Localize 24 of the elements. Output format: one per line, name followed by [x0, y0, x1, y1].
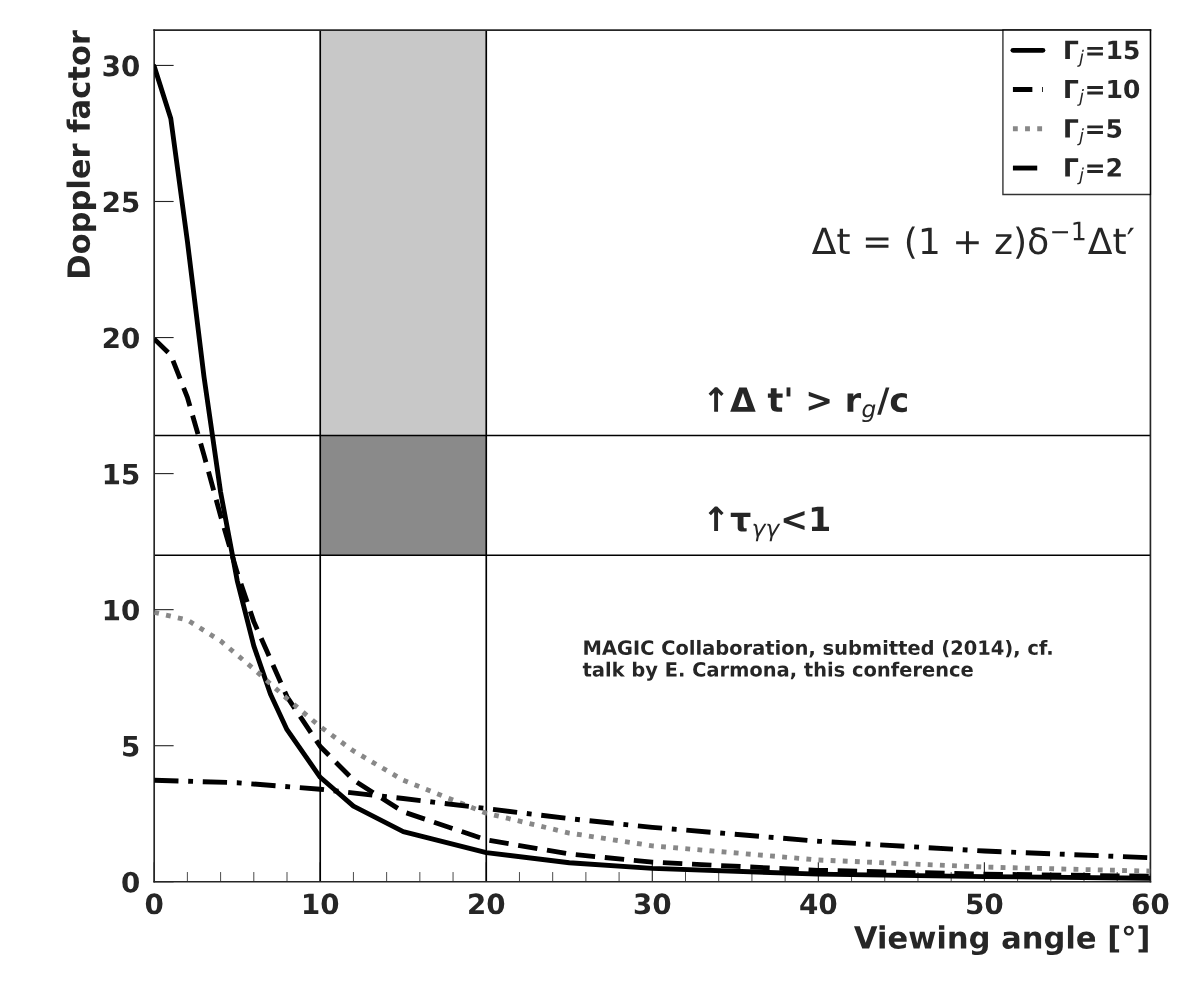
x-tick-label: 50 — [967, 893, 1003, 915]
legend-label: Γ$_{j}$=10 — [1065, 79, 1140, 106]
annotation: Δt = (1 + z)δ$^{−1}$Δt′ — [811, 221, 1134, 259]
y-tick-label: 0 — [122, 871, 139, 893]
legend-label: Γ$_{j}$=5 — [1065, 119, 1122, 146]
y-tick-label: 15 — [104, 463, 139, 485]
x-tick-label: 30 — [634, 893, 671, 915]
annotation: MAGIC Collaboration, submitted (2014), cf. talk by E. Carmona, this conference — [582, 639, 1052, 681]
annotation: ↑τ$_{γγ}$<1 — [708, 506, 829, 542]
y-tick-label: 30 — [103, 55, 139, 77]
annotation: ↑Δ t' > r$_{g}$/c — [708, 387, 907, 423]
y-tick-label: 10 — [104, 599, 139, 621]
x-tick-label: 0 — [145, 893, 163, 915]
x-tick-label: 40 — [800, 893, 837, 915]
y-tick-label: 5 — [123, 736, 139, 757]
x-tick-label: 20 — [469, 893, 505, 915]
y-tick-label: 25 — [103, 191, 139, 213]
x-axis-title: Viewing angle [°] — [854, 925, 1148, 956]
y-axis-title: Doppler factor — [66, 30, 97, 277]
x-tick-label: 60 — [1132, 893, 1169, 915]
legend-label: Γ$_{j}$=2 — [1065, 158, 1121, 185]
legend-label: Γ$_{j}$=15 — [1065, 40, 1139, 67]
x-tick-label: 10 — [304, 893, 339, 915]
y-tick-label: 20 — [103, 327, 139, 349]
